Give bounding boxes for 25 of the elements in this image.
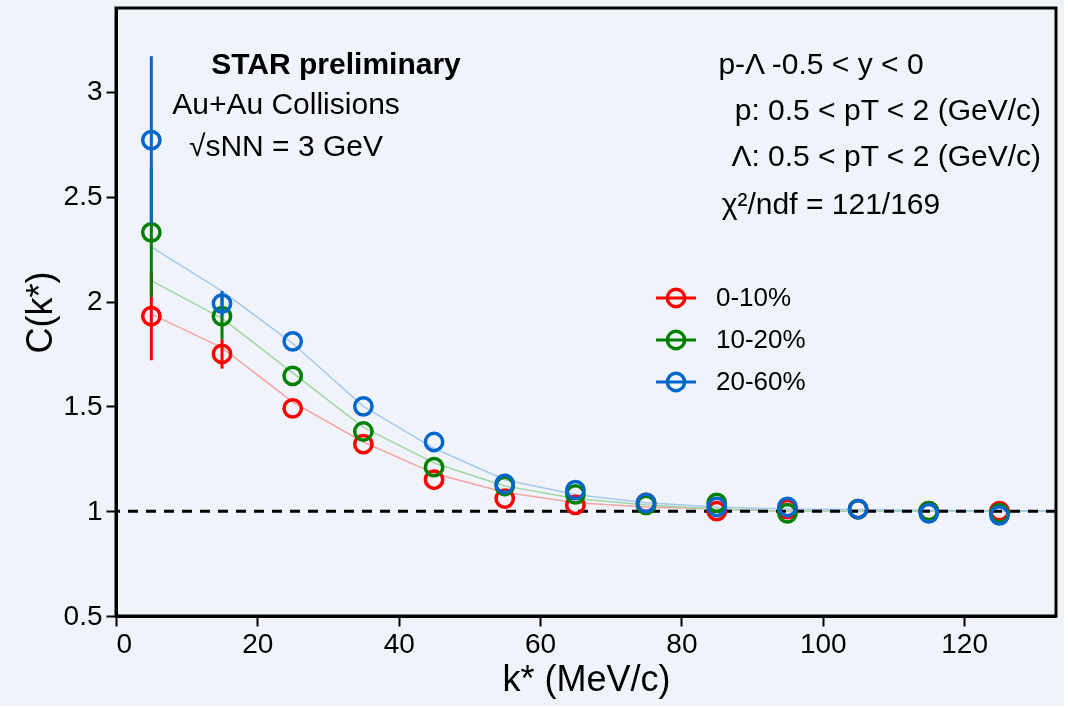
x-tick-label: 20 xyxy=(242,627,274,659)
annotation: √sNN = 3 GeV xyxy=(188,129,384,162)
annotation: STAR preliminary xyxy=(211,47,462,80)
y-tick-label: 2 xyxy=(86,285,103,317)
y-tick-label: 0.5 xyxy=(63,599,103,631)
y-tick-label: 3 xyxy=(86,75,103,107)
annotation: p: 0.5 < pT < 2 (GeV/c) xyxy=(734,93,1041,126)
x-axis-title: k* (MeV/c) xyxy=(502,657,671,699)
y-axis-title: C(k*) xyxy=(18,271,60,354)
x-tick-label: 80 xyxy=(666,627,698,659)
y-tick-label: 1.5 xyxy=(63,389,103,421)
y-tick-label: 2.5 xyxy=(63,180,103,212)
x-tick-label: 120 xyxy=(941,627,988,659)
legend-label: 20-60% xyxy=(716,366,806,396)
annotation: Λ: 0.5 < pT < 2 (GeV/c) xyxy=(731,139,1041,172)
annotation: χ²/ndf = 121/169 xyxy=(721,187,941,220)
annotation: Au+Au Collisions xyxy=(172,87,400,120)
legend-label: 0-10% xyxy=(716,282,792,312)
x-tick-label: 60 xyxy=(524,627,557,659)
x-tick-label: 100 xyxy=(799,627,847,659)
x-tick-label: 0 xyxy=(116,627,133,659)
x-tick-label: 40 xyxy=(383,627,415,659)
y-tick-label: 1 xyxy=(86,494,103,526)
legend-label: 10-20% xyxy=(716,324,806,354)
annotation: p-Λ -0.5 < y < 0 xyxy=(718,47,924,80)
